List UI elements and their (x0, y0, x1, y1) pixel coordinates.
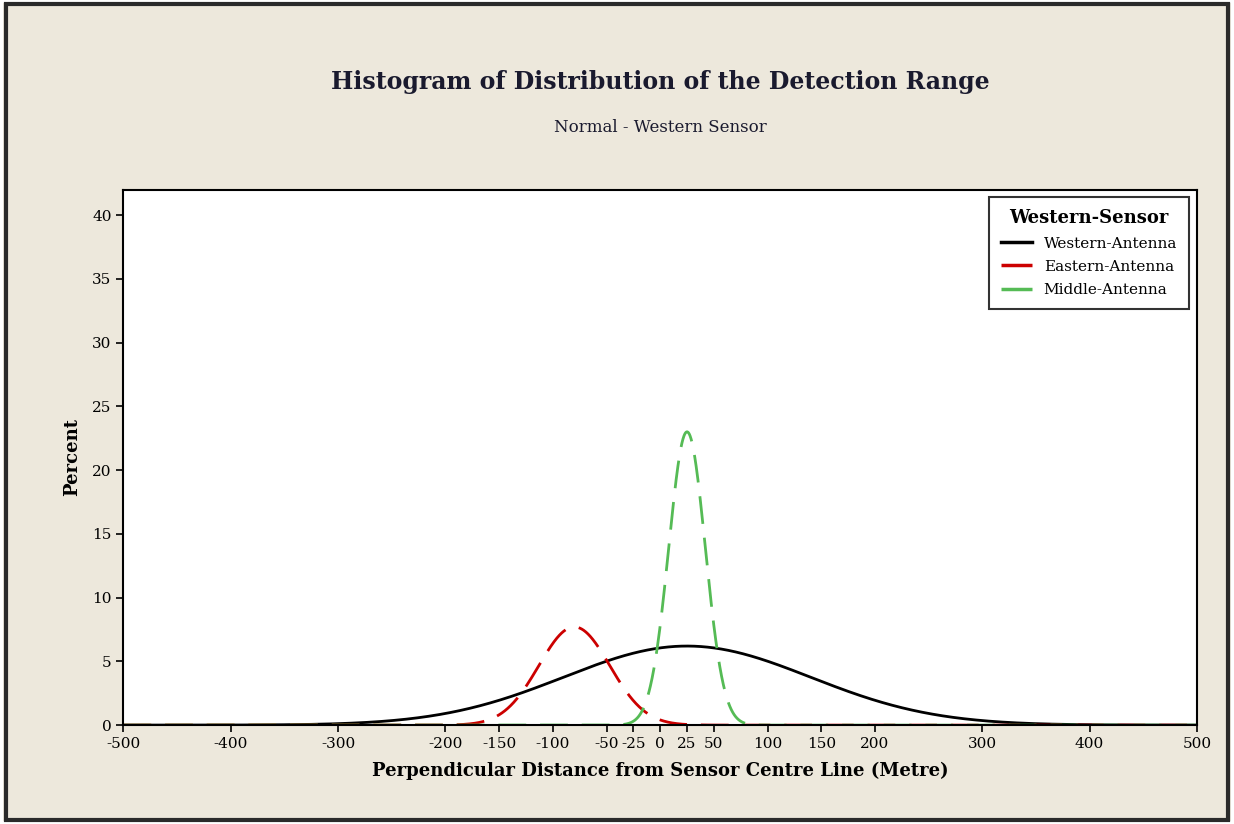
Text: Normal - Western Sensor: Normal - Western Sensor (554, 119, 766, 136)
Legend: Western-Antenna, Eastern-Antenna, Middle-Antenna: Western-Antenna, Eastern-Antenna, Middle… (988, 197, 1190, 309)
Text: Histogram of Distribution of the Detection Range: Histogram of Distribution of the Detecti… (331, 70, 990, 95)
Y-axis label: Percent: Percent (63, 419, 81, 496)
X-axis label: Perpendicular Distance from Sensor Centre Line (Metre): Perpendicular Distance from Sensor Centr… (371, 762, 949, 780)
